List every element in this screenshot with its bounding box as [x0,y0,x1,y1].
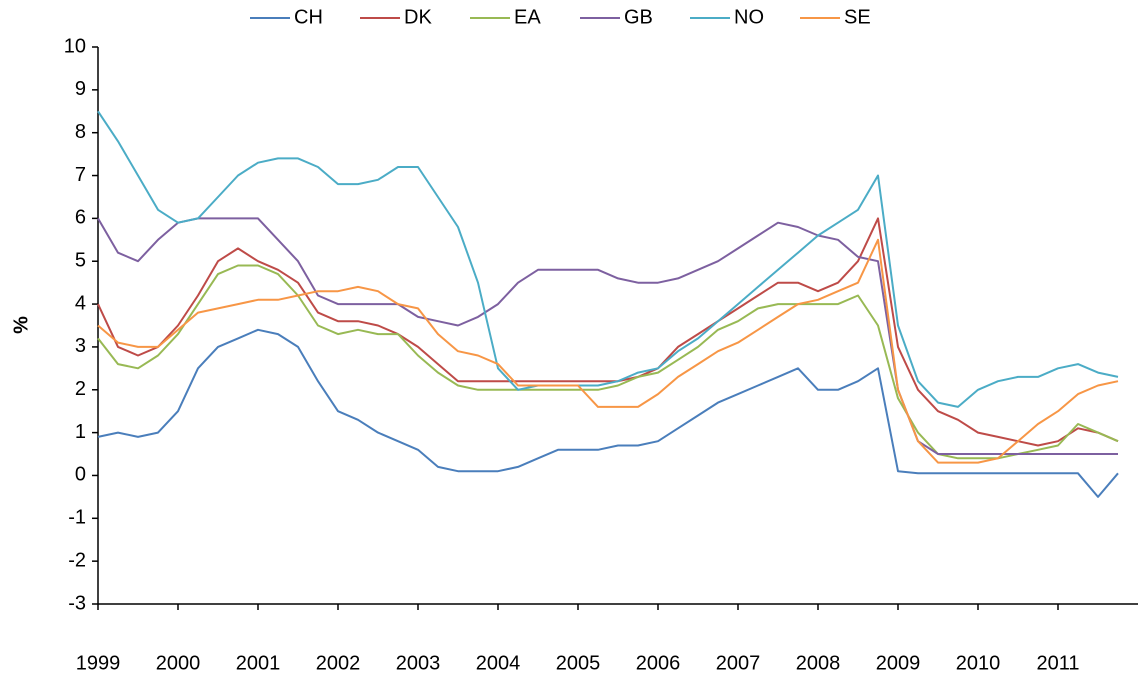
x-tick-label: 2009 [876,652,921,674]
y-tick-label: -3 [68,592,86,614]
x-tick-label: 2001 [236,652,281,674]
x-tick-label: 2008 [796,652,841,674]
y-tick-label: 6 [75,207,86,229]
x-tick-label: 2007 [716,652,761,674]
y-tick-label: 7 [75,164,86,186]
x-tick-label: 2004 [476,652,521,674]
x-tick-label: 2002 [316,652,361,674]
x-tick-label: 2000 [156,652,201,674]
y-axis-label: % [10,316,32,334]
x-tick-label: 2010 [956,652,1001,674]
legend-label: NO [734,6,764,28]
series-line [97,110,1119,408]
x-tick-label: 2006 [636,652,681,674]
legend-label: DK [404,6,432,28]
y-tick-label: 9 [75,78,86,100]
y-tick-label: 5 [75,250,86,272]
y-tick-label: 0 [75,464,86,486]
y-tick-label: 4 [75,292,86,314]
y-tick-label: -2 [68,549,86,571]
series-line [97,328,1119,498]
legend-label: CH [294,6,323,28]
legend-label: GB [624,6,653,28]
x-tick-label: 2003 [396,652,441,674]
series-line [97,264,1119,460]
y-tick-label: 1 [75,421,86,443]
x-tick-label: 2011 [1036,652,1079,674]
y-tick-label: 3 [75,335,86,357]
y-tick-label: 2 [75,378,86,400]
y-tick-label: 10 [64,35,86,57]
x-tick-label: 2005 [556,652,601,674]
series-line [97,217,1119,447]
x-tick-label: 1999 [76,652,121,674]
legend-label: EA [514,6,541,28]
y-tick-label: -1 [68,507,86,529]
series-line [97,238,1119,464]
legend-label: SE [844,6,871,28]
y-tick-label: 8 [75,121,86,143]
series-line [97,217,1118,455]
